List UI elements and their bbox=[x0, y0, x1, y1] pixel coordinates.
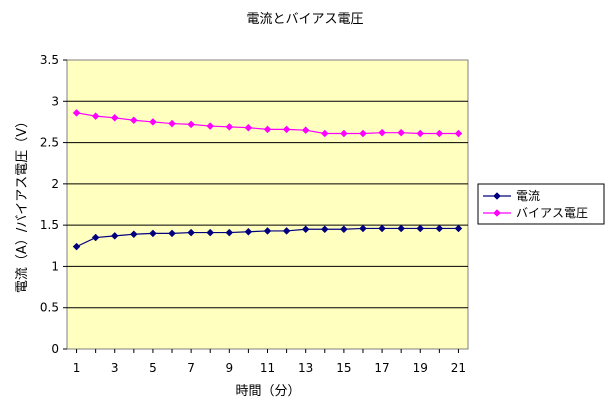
data-point bbox=[168, 229, 176, 238]
data-point bbox=[301, 126, 310, 135]
x-tick-label: 15 bbox=[336, 361, 351, 375]
data-point bbox=[378, 224, 386, 233]
data-point bbox=[454, 224, 463, 233]
x-tick-label: 7 bbox=[187, 361, 195, 375]
x-tick-label: 19 bbox=[413, 361, 428, 375]
series-0 bbox=[72, 224, 463, 251]
data-point bbox=[454, 129, 463, 138]
data-point bbox=[263, 227, 272, 235]
x-tick-label: 9 bbox=[225, 361, 233, 375]
data-point bbox=[435, 224, 444, 233]
data-point bbox=[149, 118, 157, 126]
legend-item: バイアス電圧 bbox=[483, 206, 588, 220]
data-point bbox=[282, 125, 291, 134]
data-point bbox=[91, 233, 100, 242]
y-tick-label: 3.5 bbox=[40, 53, 59, 67]
data-point bbox=[435, 129, 444, 138]
data-point bbox=[359, 129, 367, 138]
legend-marker bbox=[493, 192, 501, 200]
x-tick-label: 21 bbox=[451, 361, 466, 375]
data-point bbox=[168, 119, 176, 128]
data-point bbox=[397, 224, 406, 233]
data-point bbox=[225, 228, 234, 237]
data-point bbox=[187, 120, 195, 129]
data-point bbox=[187, 228, 195, 237]
data-point bbox=[378, 128, 386, 137]
x-tick-label: 13 bbox=[298, 361, 313, 375]
y-tick-label: 0 bbox=[51, 342, 59, 356]
data-point bbox=[416, 224, 425, 233]
data-point bbox=[72, 108, 81, 117]
data-point bbox=[340, 129, 348, 138]
data-point bbox=[301, 225, 310, 234]
y-tick-label: 1.5 bbox=[40, 218, 59, 232]
y-tick-label: 2.5 bbox=[40, 136, 59, 150]
data-point bbox=[72, 242, 81, 251]
data-point bbox=[320, 129, 329, 138]
y-axis-ticks: 0 0.5 1 1.5 2 2.5 3 3.5 bbox=[40, 53, 67, 356]
y-tick-label: 0.5 bbox=[40, 301, 59, 315]
data-point bbox=[282, 227, 291, 235]
y-tick-label: 3 bbox=[51, 94, 59, 108]
gridlines bbox=[67, 100, 468, 309]
data-point bbox=[206, 122, 215, 130]
data-point bbox=[320, 225, 329, 234]
data-point bbox=[359, 224, 367, 233]
x-axis-ticks: 1 3 5 7 9 11 13 15 17 19 21 bbox=[73, 349, 466, 375]
x-tick-label: 5 bbox=[149, 361, 157, 375]
x-tick-label: 17 bbox=[374, 361, 389, 375]
data-point bbox=[244, 227, 253, 236]
data-point bbox=[129, 116, 138, 125]
legend-label: バイアス電圧 bbox=[516, 206, 588, 220]
legend-box bbox=[477, 183, 605, 225]
series-1 bbox=[72, 108, 463, 138]
x-tick-label: 11 bbox=[260, 361, 275, 375]
data-point bbox=[206, 228, 215, 237]
x-tick-label: 1 bbox=[73, 361, 81, 375]
data-point bbox=[110, 113, 119, 122]
y-tick-label: 1 bbox=[51, 259, 59, 273]
data-point bbox=[149, 229, 157, 238]
data-point bbox=[91, 112, 100, 121]
x-tick-label: 3 bbox=[111, 361, 119, 375]
y-axis-label: 電流（A）/バイアス電圧（V） bbox=[15, 115, 30, 293]
data-point bbox=[416, 129, 425, 138]
series-layer bbox=[72, 108, 463, 251]
data-point bbox=[244, 123, 253, 132]
chart-title: 電流とバイアス電圧 bbox=[246, 12, 363, 27]
data-point bbox=[397, 128, 406, 137]
legend-marker bbox=[493, 209, 501, 217]
legend-label: 電流 bbox=[516, 189, 540, 203]
data-point bbox=[340, 225, 348, 234]
x-axis-label: 時間（分） bbox=[235, 384, 300, 399]
data-point bbox=[263, 125, 272, 134]
data-point bbox=[225, 123, 234, 131]
legend-item: 電流 bbox=[483, 189, 540, 203]
plot-area bbox=[66, 59, 469, 350]
data-point bbox=[129, 230, 138, 239]
y-tick-label: 2 bbox=[51, 177, 59, 191]
data-point bbox=[110, 232, 119, 240]
